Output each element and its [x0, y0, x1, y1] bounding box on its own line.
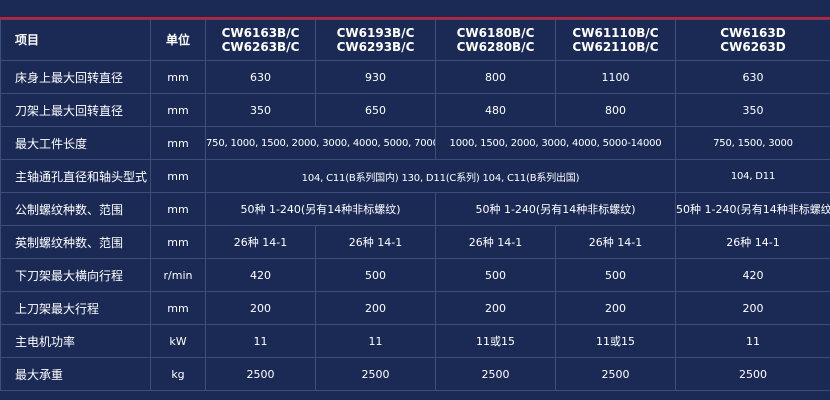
cell-value: 50种 1-240(另有14种非标螺纹): [435, 192, 676, 226]
row-unit: mm: [150, 126, 206, 160]
header-model-4: CW61110B/C CW62110B/C: [555, 19, 676, 61]
cell-value: 2500: [675, 357, 830, 391]
table-row: 主轴通孔直径和轴头型式 mm 104, C11(B系列国内) 130, D11(…: [0, 159, 830, 193]
cell-value: 480: [435, 93, 556, 127]
table-row: 下刀架最大横向行程 r/min 420 500 500 500 420: [0, 258, 830, 292]
row-label: 公制螺纹种数、范围: [0, 192, 151, 226]
cell-value: 11: [315, 324, 436, 358]
cell-value: 1100: [555, 60, 676, 94]
header-model-3: CW6180B/C CW6280B/C: [435, 19, 556, 61]
cell-value: 26种 14-1: [675, 225, 830, 259]
table-row: 主电机功率 kW 11 11 11或15 11或15 11: [0, 324, 830, 358]
cell-value: 11或15: [555, 324, 676, 358]
row-unit: mm: [150, 291, 206, 325]
cell-value: 630: [675, 60, 830, 94]
cell-value: 420: [675, 258, 830, 292]
table-row: 英制螺纹种数、范围 mm 26种 14-1 26种 14-1 26种 14-1 …: [0, 225, 830, 259]
cell-value: 200: [435, 291, 556, 325]
cell-value: 26种 14-1: [435, 225, 556, 259]
cell-value: 26种 14-1: [315, 225, 436, 259]
accent-line: [0, 17, 830, 19]
header-unit: 单位: [150, 19, 206, 61]
cell-value: 11: [675, 324, 830, 358]
cell-value: 750, 1000, 1500, 2000, 3000, 4000, 5000,…: [205, 126, 436, 160]
cell-value: 50种 1-240(另有14种非标螺纹): [675, 192, 830, 226]
row-unit: mm: [150, 60, 206, 94]
cell-value: 350: [675, 93, 830, 127]
cell-value: 800: [555, 93, 676, 127]
table-row: 刀架上最大回转直径 mm 350 650 480 800 350: [0, 93, 830, 127]
cell-value: 500: [435, 258, 556, 292]
row-label: 最大承重: [0, 357, 151, 391]
row-label: 最大工件长度: [0, 126, 151, 160]
cell-value: 750, 1500, 3000: [675, 126, 830, 160]
table-row: 上刀架最大行程 mm 200 200 200 200 200: [0, 291, 830, 325]
row-unit: mm: [150, 93, 206, 127]
table-header-row: 项目 单位 CW6163B/C CW6263B/C CW6193B/C CW6293…: [0, 19, 830, 61]
row-unit: mm: [150, 159, 206, 193]
cell-value: 104, D11: [675, 159, 830, 193]
row-unit: kg: [150, 357, 206, 391]
cell-value: 1000, 1500, 2000, 3000, 4000, 5000-14000: [435, 126, 676, 160]
row-label: 上刀架最大行程: [0, 291, 151, 325]
row-unit: r/min: [150, 258, 206, 292]
cell-value: 11: [205, 324, 316, 358]
spec-table: 项目 单位 CW6163B/C CW6263B/C CW6193B/C CW6293…: [0, 19, 830, 391]
cell-value: 650: [315, 93, 436, 127]
cell-value: 2500: [435, 357, 556, 391]
cell-value: 630: [205, 60, 316, 94]
table-row: 床身上最大回转直径 mm 630 930 800 1100 630: [0, 60, 830, 94]
cell-value: 500: [555, 258, 676, 292]
cell-value: 11或15: [435, 324, 556, 358]
row-label: 主轴通孔直径和轴头型式: [0, 159, 151, 193]
top-band: [0, 0, 830, 17]
row-unit: kW: [150, 324, 206, 358]
table-row: 最大承重 kg 2500 2500 2500 2500 2500: [0, 357, 830, 391]
row-unit: mm: [150, 225, 206, 259]
row-label: 床身上最大回转直径: [0, 60, 151, 94]
table-row: 最大工件长度 mm 750, 1000, 1500, 2000, 3000, 4…: [0, 126, 830, 160]
cell-value: 800: [435, 60, 556, 94]
row-unit: mm: [150, 192, 206, 226]
table-row: 公制螺纹种数、范围 mm 50种 1-240(另有14种非标螺纹) 50种 1-…: [0, 192, 830, 226]
cell-value: 500: [315, 258, 436, 292]
cell-value: 2500: [315, 357, 436, 391]
row-label: 英制螺纹种数、范围: [0, 225, 151, 259]
header-model-5: CW6163D CW6263D: [675, 19, 830, 61]
row-label: 下刀架最大横向行程: [0, 258, 151, 292]
cell-value: 200: [205, 291, 316, 325]
row-label: 刀架上最大回转直径: [0, 93, 151, 127]
cell-value: 420: [205, 258, 316, 292]
cell-value: 26种 14-1: [205, 225, 316, 259]
cell-value: 200: [315, 291, 436, 325]
cell-value: 350: [205, 93, 316, 127]
cell-value: 50种 1-240(另有14种非标螺纹): [205, 192, 436, 226]
cell-value: 930: [315, 60, 436, 94]
cell-value: 26种 14-1: [555, 225, 676, 259]
cell-value: 2500: [205, 357, 316, 391]
header-item: 项目: [0, 19, 151, 61]
header-model-1: CW6163B/C CW6263B/C: [205, 19, 316, 61]
cell-value: 2500: [555, 357, 676, 391]
cell-value: 200: [675, 291, 830, 325]
row-label: 主电机功率: [0, 324, 151, 358]
cell-value: 104, C11(B系列国内) 130, D11(C系列) 104, C11(B…: [205, 159, 676, 193]
cell-value: 200: [555, 291, 676, 325]
header-model-2: CW6193B/C CW6293B/C: [315, 19, 436, 61]
